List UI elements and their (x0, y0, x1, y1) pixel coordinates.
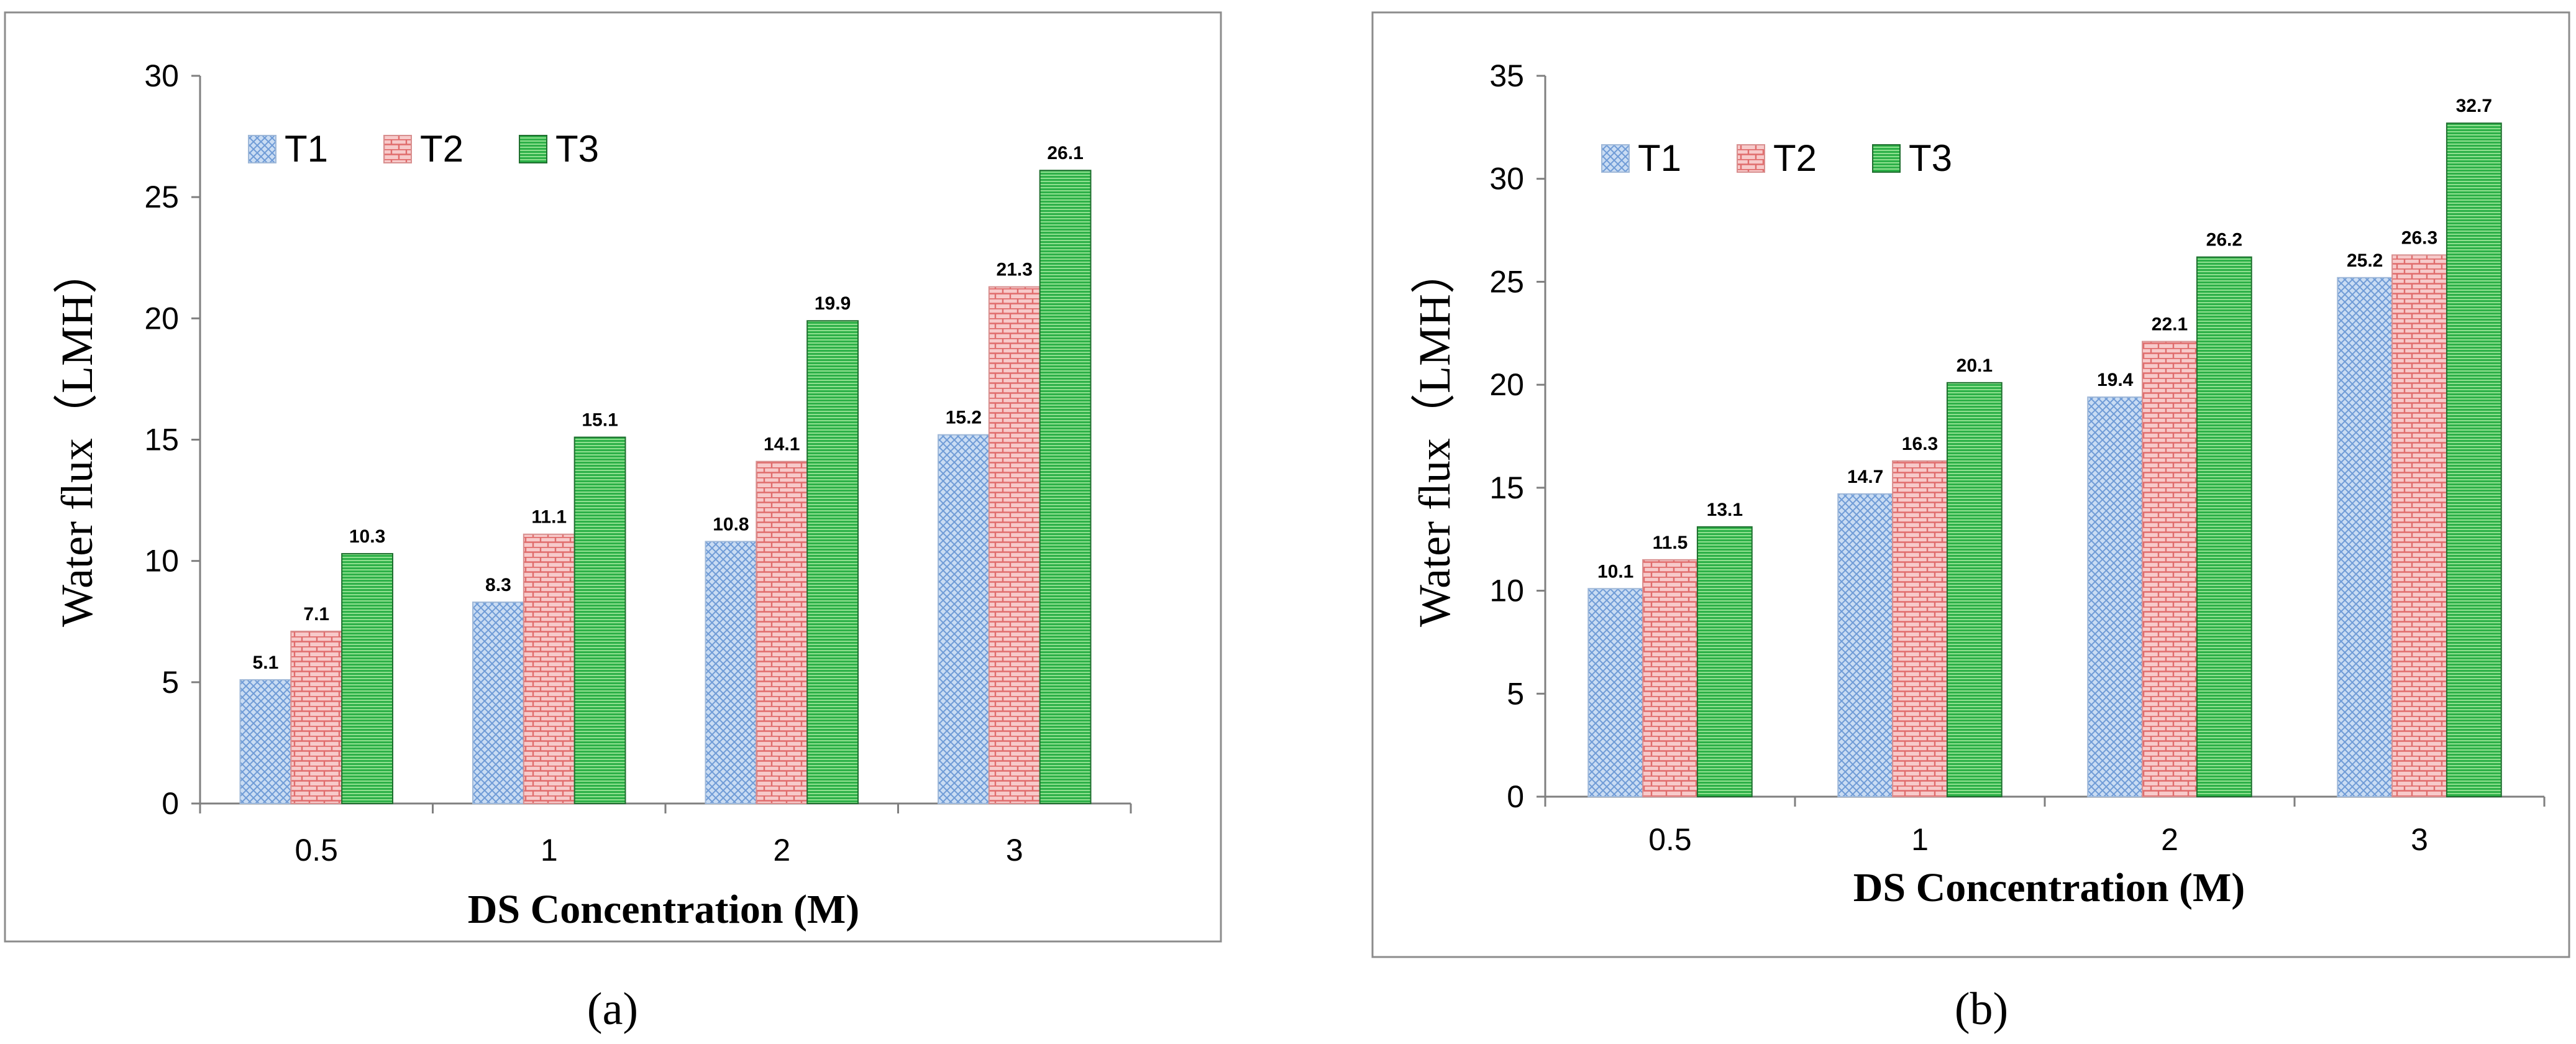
bar-value-label: 22.1 (2152, 314, 2188, 335)
x-category-label: 1 (541, 833, 558, 868)
bar-value-label: 11.5 (1653, 533, 1688, 553)
y-tick-label: 25 (1489, 264, 1524, 299)
y-tick-label: 0 (162, 786, 179, 821)
x-axis-title: DS Concentration (M) (1853, 865, 2245, 910)
bar-t2 (1642, 559, 1698, 797)
bar-t3 (1946, 382, 2003, 797)
bar-t2 (290, 630, 343, 804)
y-tick-label: 30 (1489, 162, 1524, 196)
bar-value-label: 14.1 (764, 434, 800, 455)
bar-t3 (1696, 526, 1753, 797)
y-tick-label: 15 (144, 423, 179, 457)
bar-t3 (1039, 170, 1092, 805)
x-category-label: 2 (2161, 822, 2178, 857)
y-tick-label: 10 (144, 544, 179, 579)
x-category-label: 3 (2411, 822, 2428, 857)
bar-value-label: 10.3 (349, 526, 385, 547)
legend-swatch-t2 (1737, 144, 1765, 173)
legend-label-t3: T3 (555, 128, 599, 170)
legend-swatch-t1 (248, 135, 276, 163)
chart-panel-b: 0 5 10 15 20 25 30 35 0.5 1 2 3 10.1 14.7 19.4 25.2 11.5… (1371, 11, 2570, 958)
bar-t3 (2446, 122, 2502, 798)
bar-t2 (523, 533, 575, 804)
bar-t1 (2087, 396, 2144, 797)
bar-value-label: 26.1 (1047, 143, 1083, 163)
legend-label-t2: T2 (1773, 137, 1817, 179)
chart-panel-a: 0 5 10 15 20 25 30 0.5 1 2 3 5.1 8.3 10.8 15.2 7.1 11.1 1… (4, 11, 1222, 943)
legend-a: T1 T2 T3 (248, 128, 599, 170)
bar-value-label: 16.3 (1902, 434, 1938, 454)
bar-t1 (1587, 588, 1644, 797)
legend-label-t2: T2 (420, 128, 464, 170)
legend-swatch-t2 (383, 135, 412, 163)
bar-t3 (806, 320, 859, 804)
legend-label-t1: T1 (1638, 137, 1681, 179)
bar-value-label: 20.1 (1957, 355, 1993, 376)
bar-value-label: 26.2 (2206, 230, 2242, 250)
bar-value-label: 13.1 (1707, 500, 1743, 520)
legend-swatch-t3 (1872, 144, 1901, 173)
bar-t2 (2391, 254, 2447, 798)
y-tick-label: 0 (1507, 779, 1524, 814)
bar-value-label: 25.2 (2347, 250, 2383, 271)
y-tick-label: 15 (1489, 470, 1524, 505)
x-axis-title: DS Concentration (M) (468, 887, 860, 932)
y-tick-label: 5 (162, 665, 179, 700)
figure-label-b: (b) (1955, 984, 2008, 1035)
x-category-label: 2 (773, 833, 790, 868)
y-tick-label: 25 (144, 180, 179, 214)
bar-value-label: 8.3 (485, 575, 511, 595)
bar-t1 (938, 434, 990, 804)
y-tick-label: 20 (144, 301, 179, 336)
legend-label-t1: T1 (285, 128, 328, 170)
bar-value-label: 14.7 (1847, 467, 1883, 487)
legend-b: T1 T2 T3 (1601, 137, 1952, 179)
bar-t2 (2142, 341, 2198, 797)
bar-t3 (2196, 256, 2252, 797)
bar-value-label: 10.8 (713, 514, 749, 534)
x-category-label: 1 (1911, 822, 1929, 857)
y-axis-title: Water flux（LMH） (52, 249, 102, 627)
bar-value-label: 26.3 (2401, 227, 2437, 248)
bar-value-label: 10.1 (1597, 561, 1633, 582)
bar-t2 (988, 286, 1041, 804)
bar-t3 (341, 552, 393, 804)
y-tick-label: 10 (1489, 574, 1524, 608)
legend-swatch-t3 (519, 135, 547, 163)
bar-value-label: 7.1 (303, 604, 329, 625)
y-tick-label: 30 (144, 58, 179, 93)
x-category-label: 0.5 (1648, 822, 1692, 857)
bar-t1 (472, 602, 524, 804)
bar-value-label: 32.7 (2456, 96, 2492, 116)
legend-swatch-t1 (1601, 144, 1630, 173)
legend-label-t3: T3 (1909, 137, 1952, 179)
bar-t1 (239, 679, 292, 805)
x-category-label: 0.5 (295, 833, 338, 868)
bar-t2 (1892, 460, 1948, 797)
bar-t1 (1837, 493, 1894, 797)
y-tick-label: 5 (1507, 676, 1524, 711)
bar-value-label: 21.3 (997, 260, 1033, 280)
bar-t1 (2337, 277, 2393, 797)
bar-value-label: 15.2 (946, 408, 982, 428)
x-category-label: 3 (1006, 833, 1023, 868)
bar-t1 (705, 541, 757, 804)
figure-label-a: (a) (587, 984, 638, 1035)
y-tick-label: 35 (1489, 58, 1524, 93)
bar-value-label: 19.9 (815, 293, 851, 314)
bar-value-label: 15.1 (582, 410, 618, 431)
bar-value-label: 19.4 (2097, 370, 2134, 390)
bar-value-label: 5.1 (253, 652, 279, 673)
bar-t2 (756, 460, 808, 804)
bar-value-label: 11.1 (531, 507, 567, 528)
bar-t3 (573, 436, 626, 804)
y-tick-label: 20 (1489, 367, 1524, 402)
y-axis-title: Water flux（LMH） (1410, 249, 1459, 627)
